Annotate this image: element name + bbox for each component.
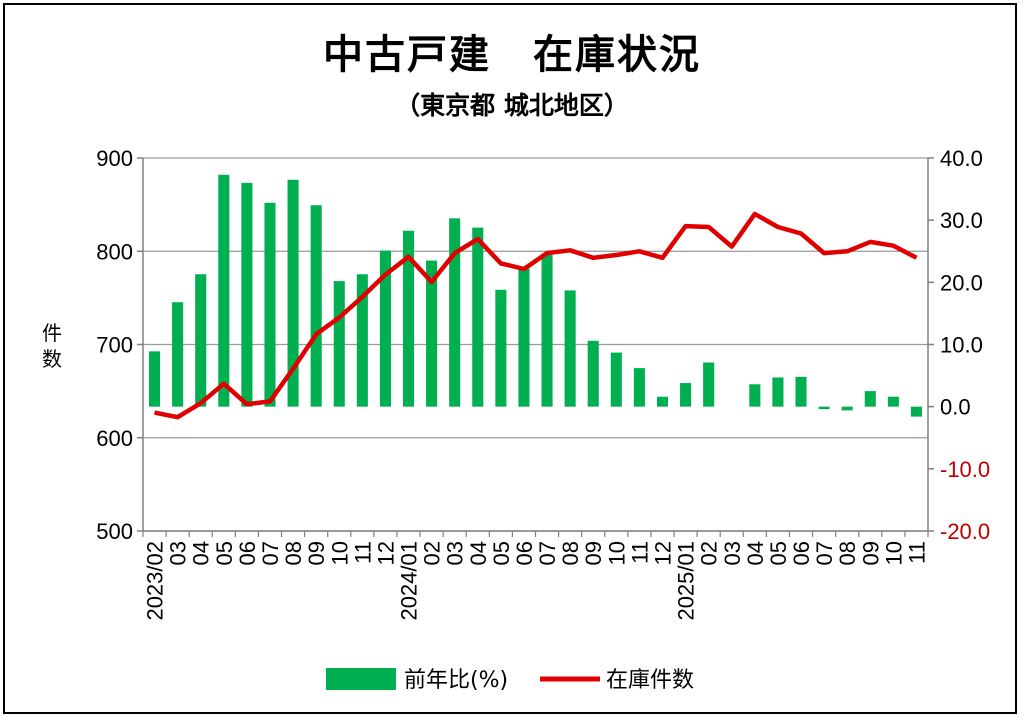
bar [864,391,876,407]
right-tick-label: 10.0 [940,333,983,358]
x-tick-label: 03 [166,541,191,565]
x-tick-label: 07 [812,541,837,565]
bar [633,368,645,407]
x-tick-label: 2023/02 [143,541,168,621]
bar [195,274,207,407]
bar [518,268,530,407]
x-axis-ticks: 2023/02030405060708091011122024/01020304… [143,541,930,621]
chart-subtitle: （東京都 城北地区） [395,91,629,120]
x-tick-label: 08 [558,541,583,565]
x-tick-label: 11 [350,541,375,564]
x-tick-label: 03 [720,541,745,565]
x-tick-label: 2025/01 [674,541,699,621]
bar [680,383,692,407]
x-tick-label: 09 [581,541,606,565]
x-tick-label: 06 [789,541,814,565]
x-tick-label: 11 [627,541,652,564]
bar [541,254,553,407]
bar [241,182,253,407]
bar [887,396,899,407]
bar [818,406,830,410]
x-tick-label: 04 [466,541,491,565]
x-tick-label: 07 [258,541,283,565]
chart-frame [3,3,1017,714]
left-tick-label: 600 [96,426,133,451]
x-tick-label: 11 [904,541,929,564]
x-tick-label: 07 [535,541,560,565]
chart-title: 中古戸建 在庫状況 [323,32,701,78]
bar [495,289,507,407]
right-tick-label: 20.0 [940,270,983,295]
y-axis-label-char-2: 数 [42,347,62,371]
bar [379,250,391,407]
bar [264,202,276,407]
legend-line-label: 在庫件数 [606,668,694,693]
bar-series [149,174,922,417]
bar [172,302,184,407]
bar [149,351,161,407]
x-tick-label: 05 [212,541,237,565]
x-tick-label: 2024/01 [397,541,422,621]
x-tick-label: 12 [650,541,675,565]
right-tick-label: 40.0 [940,146,983,171]
right-tick-label: 30.0 [940,208,983,233]
x-tick-label: 02 [420,541,445,565]
bar [310,205,322,407]
line-series [154,211,918,420]
bar [472,227,484,407]
bar [656,396,669,407]
bar [426,260,438,407]
legend: 前年比(%) 在庫件数 [326,668,694,693]
x-tick-label: 10 [604,541,629,565]
x-tick-label: 02 [697,541,722,565]
bar [402,230,415,407]
x-tick-label: 09 [858,541,883,565]
x-tick-label: 10 [327,541,352,565]
bar [772,377,784,407]
gridlines [143,157,928,532]
x-tick-label: 08 [835,541,860,565]
x-tick-label: 05 [489,541,514,565]
x-tick-label: 06 [512,541,537,565]
bar [356,274,368,407]
bar [218,174,230,407]
x-tick-label: 12 [373,541,398,565]
x-tick-label: 10 [881,541,906,565]
legend-bar-swatch [326,668,396,690]
x-tick-label: 08 [281,541,306,565]
x-tick-label: 04 [743,541,768,565]
bar [703,362,715,407]
left-axis-ticks: 500 600 700 800 900 [96,146,133,544]
bar [449,218,461,407]
legend-bar-label: 前年比(%) [404,668,508,693]
bar [795,376,807,407]
left-tick-label: 900 [96,146,133,171]
y-axis-label-char-1: 件 [42,321,62,345]
right-axis-ticks: -20.0 -10.0 0.0 10.0 20.0 30.0 40.0 [940,146,990,544]
left-tick-label: 700 [96,333,133,358]
bar [564,290,576,407]
bar [749,384,761,407]
x-tick-label: 06 [235,541,260,565]
bar [587,340,599,407]
x-tick-label: 03 [443,541,468,565]
axes [137,157,934,537]
right-tick-label: -20.0 [940,519,990,544]
x-tick-label: 09 [304,541,329,565]
bar [287,179,299,407]
left-tick-label: 800 [96,239,133,264]
bar [910,406,922,417]
right-tick-label: -10.0 [940,457,990,482]
bar [333,281,345,407]
bar [610,352,622,407]
bar [841,406,853,411]
line-path [154,211,918,420]
x-tick-label: 04 [189,541,214,565]
left-tick-label: 500 [96,519,133,544]
right-tick-label: 0.0 [940,395,971,420]
x-tick-label: 05 [766,541,791,565]
